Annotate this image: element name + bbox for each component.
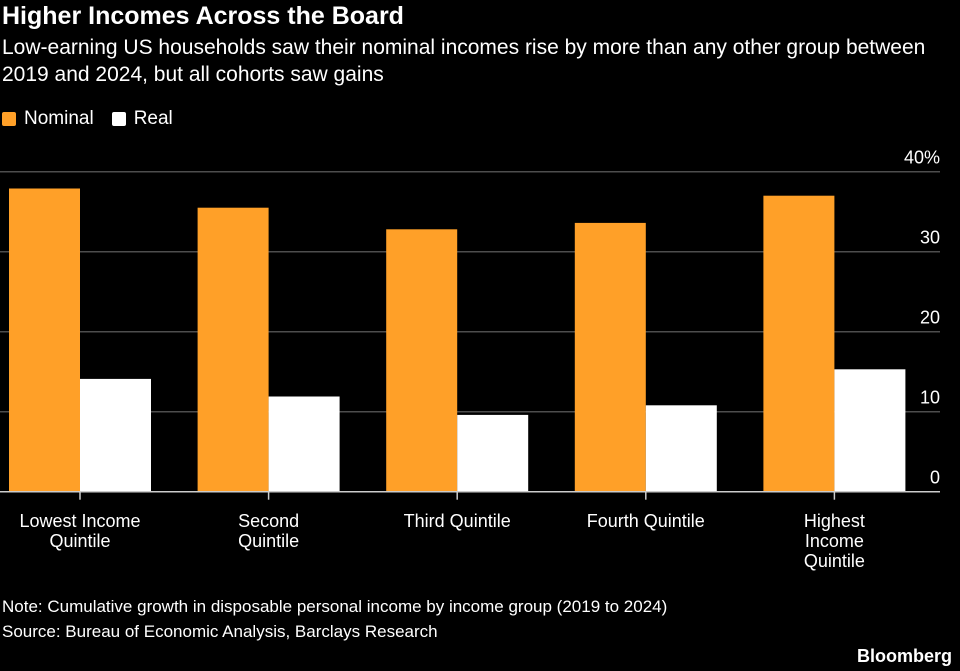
x-tick-label: Lowest Income Quintile — [19, 511, 140, 551]
y-tick-label: 20 — [920, 308, 940, 328]
bar-nominal-2 — [386, 229, 458, 492]
legend-label-nominal: Nominal — [24, 108, 94, 129]
y-tick-label: 30 — [920, 228, 940, 248]
x-tick-label-line: Second — [238, 511, 299, 531]
legend-item-real: Real — [111, 108, 173, 130]
bar-real-0 — [80, 378, 151, 492]
x-tick-label: Third Quintile — [404, 511, 511, 531]
x-tick-label-line: Quintile — [238, 531, 299, 551]
y-tick-label: 10 — [920, 388, 940, 408]
chart-title: Higher Incomes Across the Board — [2, 2, 404, 30]
bar-nominal-1 — [197, 207, 269, 492]
bar-nominal-4 — [763, 195, 835, 492]
x-tick-label-line: Third Quintile — [404, 511, 511, 531]
x-tick-label-line: Income — [805, 531, 864, 551]
chart-subtitle: Low-earning US households saw their nomi… — [2, 36, 926, 86]
chart-note: Note: Cumulative growth in disposable pe… — [2, 597, 668, 616]
x-tick-label-line: Quintile — [49, 531, 110, 551]
bar-nominal-0 — [9, 188, 80, 492]
bar-real-4 — [834, 369, 906, 492]
x-tick-label-line: Quintile — [804, 551, 865, 571]
bar-real-3 — [645, 405, 717, 492]
bar-nominal-3 — [574, 222, 646, 492]
legend-item-nominal: Nominal — [2, 108, 94, 130]
legend-swatch-real — [111, 112, 126, 126]
chart-source: Source: Bureau of Economic Analysis, Bar… — [2, 622, 438, 641]
legend-swatch-nominal — [2, 112, 16, 126]
legend: Nominal Real — [2, 108, 173, 130]
x-tick-label-line: Lowest Income — [19, 511, 140, 531]
bloomberg-logo: Bloomberg — [856, 646, 952, 666]
x-tick-label-line: Highest — [804, 511, 865, 531]
legend-label-real: Real — [133, 108, 173, 129]
y-tick-label: 40% — [904, 148, 940, 168]
bar-real-2 — [457, 414, 529, 492]
x-tick-label: Highest Income Quintile — [804, 511, 865, 571]
x-tick-label: Second Quintile — [238, 511, 299, 551]
x-tick-label-line: Fourth Quintile — [587, 511, 705, 531]
bar-real-1 — [268, 396, 340, 492]
x-tick-label: Fourth Quintile — [587, 511, 705, 531]
y-tick-label: 0 — [930, 468, 940, 488]
